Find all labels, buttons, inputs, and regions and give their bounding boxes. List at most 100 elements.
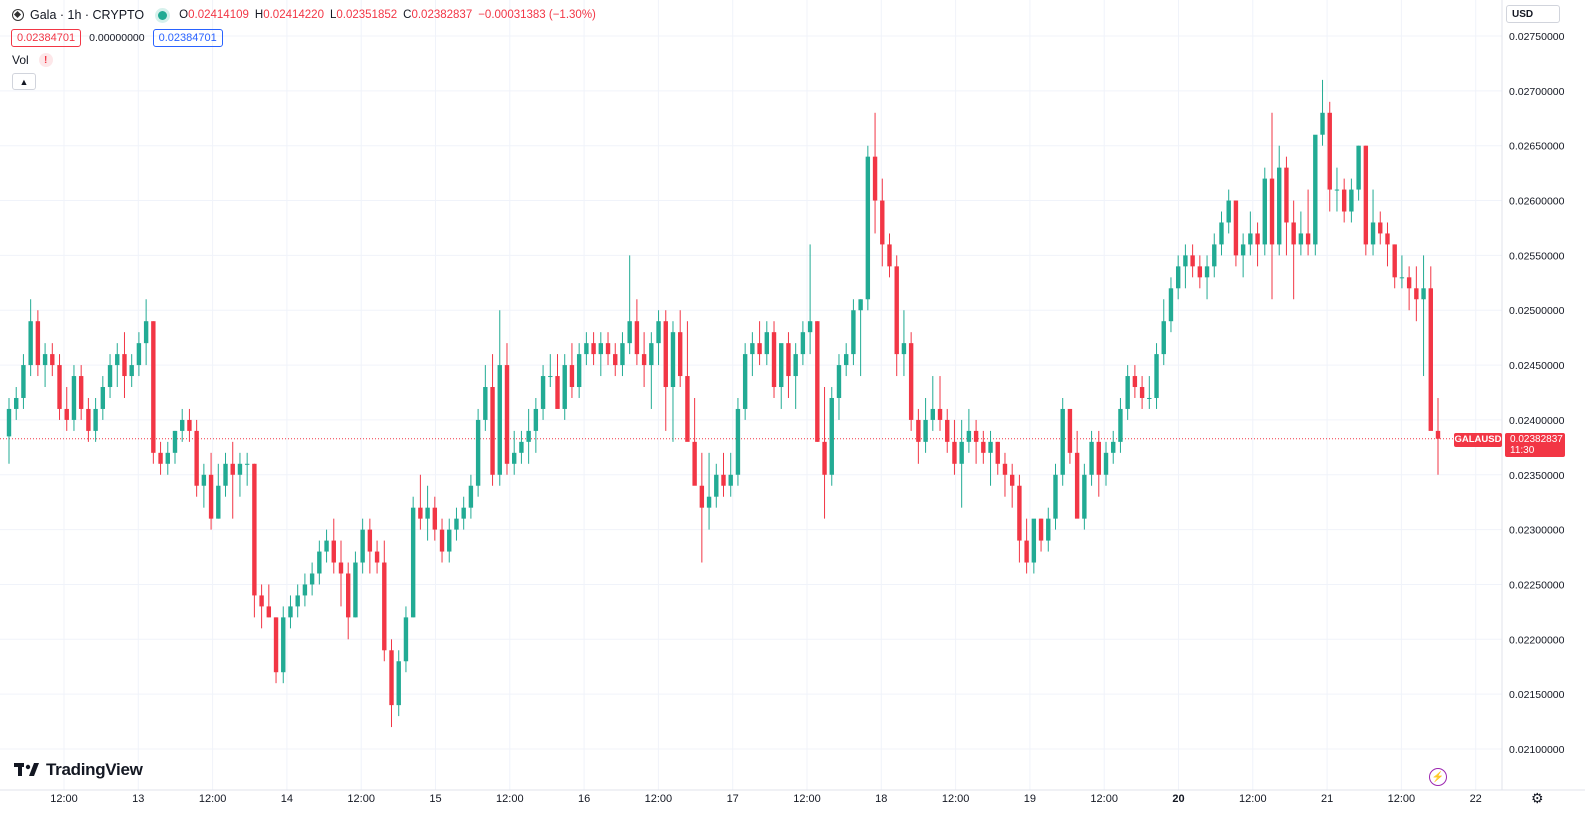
candle[interactable]	[1291, 200, 1296, 300]
currency-selector[interactable]: USD	[1506, 5, 1560, 23]
candle[interactable]	[880, 178, 885, 267]
candle[interactable]	[771, 321, 777, 398]
candle[interactable]	[584, 332, 589, 366]
candle[interactable]	[136, 332, 142, 377]
candle[interactable]	[872, 112, 878, 234]
sell-price-button[interactable]: 0.02384701	[11, 29, 82, 47]
candle[interactable]	[605, 332, 611, 366]
candle[interactable]	[266, 584, 272, 618]
candle[interactable]	[78, 365, 84, 420]
candle[interactable]	[1031, 518, 1037, 574]
candle[interactable]	[71, 365, 77, 431]
price-axis[interactable]: 0.02750000 0.02700000 0.02650000 0.02600000…	[1509, 31, 1565, 756]
candlestick-series[interactable]	[6, 79, 1441, 728]
candle[interactable]	[1139, 376, 1145, 409]
candle[interactable]	[800, 321, 806, 366]
candle[interactable]	[829, 387, 834, 486]
candle[interactable]	[1089, 430, 1094, 486]
candle[interactable]	[1363, 145, 1369, 256]
candle[interactable]	[548, 354, 553, 388]
candle[interactable]	[1284, 156, 1289, 256]
candle[interactable]	[439, 518, 445, 563]
candle[interactable]	[735, 397, 741, 486]
candle[interactable]	[403, 606, 409, 673]
candle[interactable]	[382, 540, 387, 662]
candle[interactable]	[295, 584, 300, 618]
candle[interactable]	[1385, 222, 1390, 267]
candle[interactable]	[1421, 255, 1426, 377]
candle[interactable]	[1356, 145, 1361, 201]
candle[interactable]	[1269, 112, 1275, 300]
candle[interactable]	[1414, 266, 1419, 322]
settings-gear-icon[interactable]: ⚙	[1531, 790, 1544, 806]
candle[interactable]	[338, 540, 344, 607]
candle[interactable]	[42, 343, 48, 388]
candle[interactable]	[613, 343, 618, 377]
candle[interactable]	[129, 354, 134, 388]
candle[interactable]	[158, 441, 163, 475]
candle[interactable]	[663, 310, 668, 431]
volume-label[interactable]: Vol	[12, 53, 29, 67]
candle[interactable]	[374, 540, 380, 574]
candle[interactable]	[576, 343, 582, 398]
candle[interactable]	[1399, 255, 1405, 289]
candle[interactable]	[851, 299, 856, 366]
candle[interactable]	[1161, 299, 1166, 366]
candle[interactable]	[497, 310, 502, 486]
candle[interactable]	[1392, 244, 1397, 289]
candle[interactable]	[504, 343, 510, 475]
candle[interactable]	[1074, 430, 1080, 519]
symbol-title[interactable]: Gala · 1h · CRYPTO	[30, 8, 145, 22]
candle[interactable]	[273, 617, 279, 684]
candle[interactable]	[107, 354, 113, 398]
candle[interactable]	[252, 463, 257, 618]
candle[interactable]	[6, 397, 12, 464]
candle[interactable]	[180, 408, 185, 442]
candle[interactable]	[64, 387, 69, 431]
candle[interactable]	[454, 507, 459, 541]
candle[interactable]	[230, 441, 235, 519]
candle[interactable]	[1298, 211, 1304, 256]
candle[interactable]	[519, 430, 524, 464]
candle[interactable]	[1060, 397, 1065, 486]
candle[interactable]	[540, 365, 546, 420]
candle[interactable]	[1370, 189, 1376, 256]
candle[interactable]	[721, 452, 726, 497]
candle[interactable]	[836, 354, 842, 420]
candle[interactable]	[952, 419, 957, 475]
candle[interactable]	[634, 299, 640, 366]
candle[interactable]	[1334, 167, 1340, 212]
candle[interactable]	[360, 518, 365, 574]
candle[interactable]	[728, 452, 733, 497]
candle[interactable]	[930, 376, 935, 431]
candle[interactable]	[447, 518, 452, 563]
candle[interactable]	[1046, 507, 1051, 552]
candle[interactable]	[742, 343, 748, 420]
candle[interactable]	[1154, 343, 1159, 409]
candle[interactable]	[302, 573, 308, 607]
candle[interactable]	[757, 321, 762, 366]
candle[interactable]	[858, 299, 863, 377]
candle[interactable]	[317, 540, 322, 585]
candle[interactable]	[1428, 266, 1433, 431]
candle[interactable]	[793, 343, 798, 409]
candle[interactable]	[1204, 255, 1210, 300]
candle[interactable]	[1435, 397, 1441, 475]
candle[interactable]	[945, 408, 950, 453]
candle[interactable]	[887, 233, 892, 278]
candle[interactable]	[259, 584, 264, 629]
candle[interactable]	[35, 310, 41, 377]
candle[interactable]	[764, 321, 770, 366]
candle[interactable]	[779, 343, 784, 409]
candle[interactable]	[1197, 255, 1203, 289]
candle[interactable]	[324, 529, 329, 563]
candle[interactable]	[533, 397, 539, 453]
candle[interactable]	[598, 332, 604, 377]
candle[interactable]	[490, 354, 495, 486]
candle[interactable]	[1327, 101, 1332, 212]
candle[interactable]	[1255, 222, 1260, 267]
time-axis[interactable]: 12:00 13 12:00 14 12:00 15 12:00 16 12:00 17 12:00…	[50, 793, 1482, 805]
candle[interactable]	[1009, 463, 1015, 508]
candle[interactable]	[901, 310, 907, 377]
